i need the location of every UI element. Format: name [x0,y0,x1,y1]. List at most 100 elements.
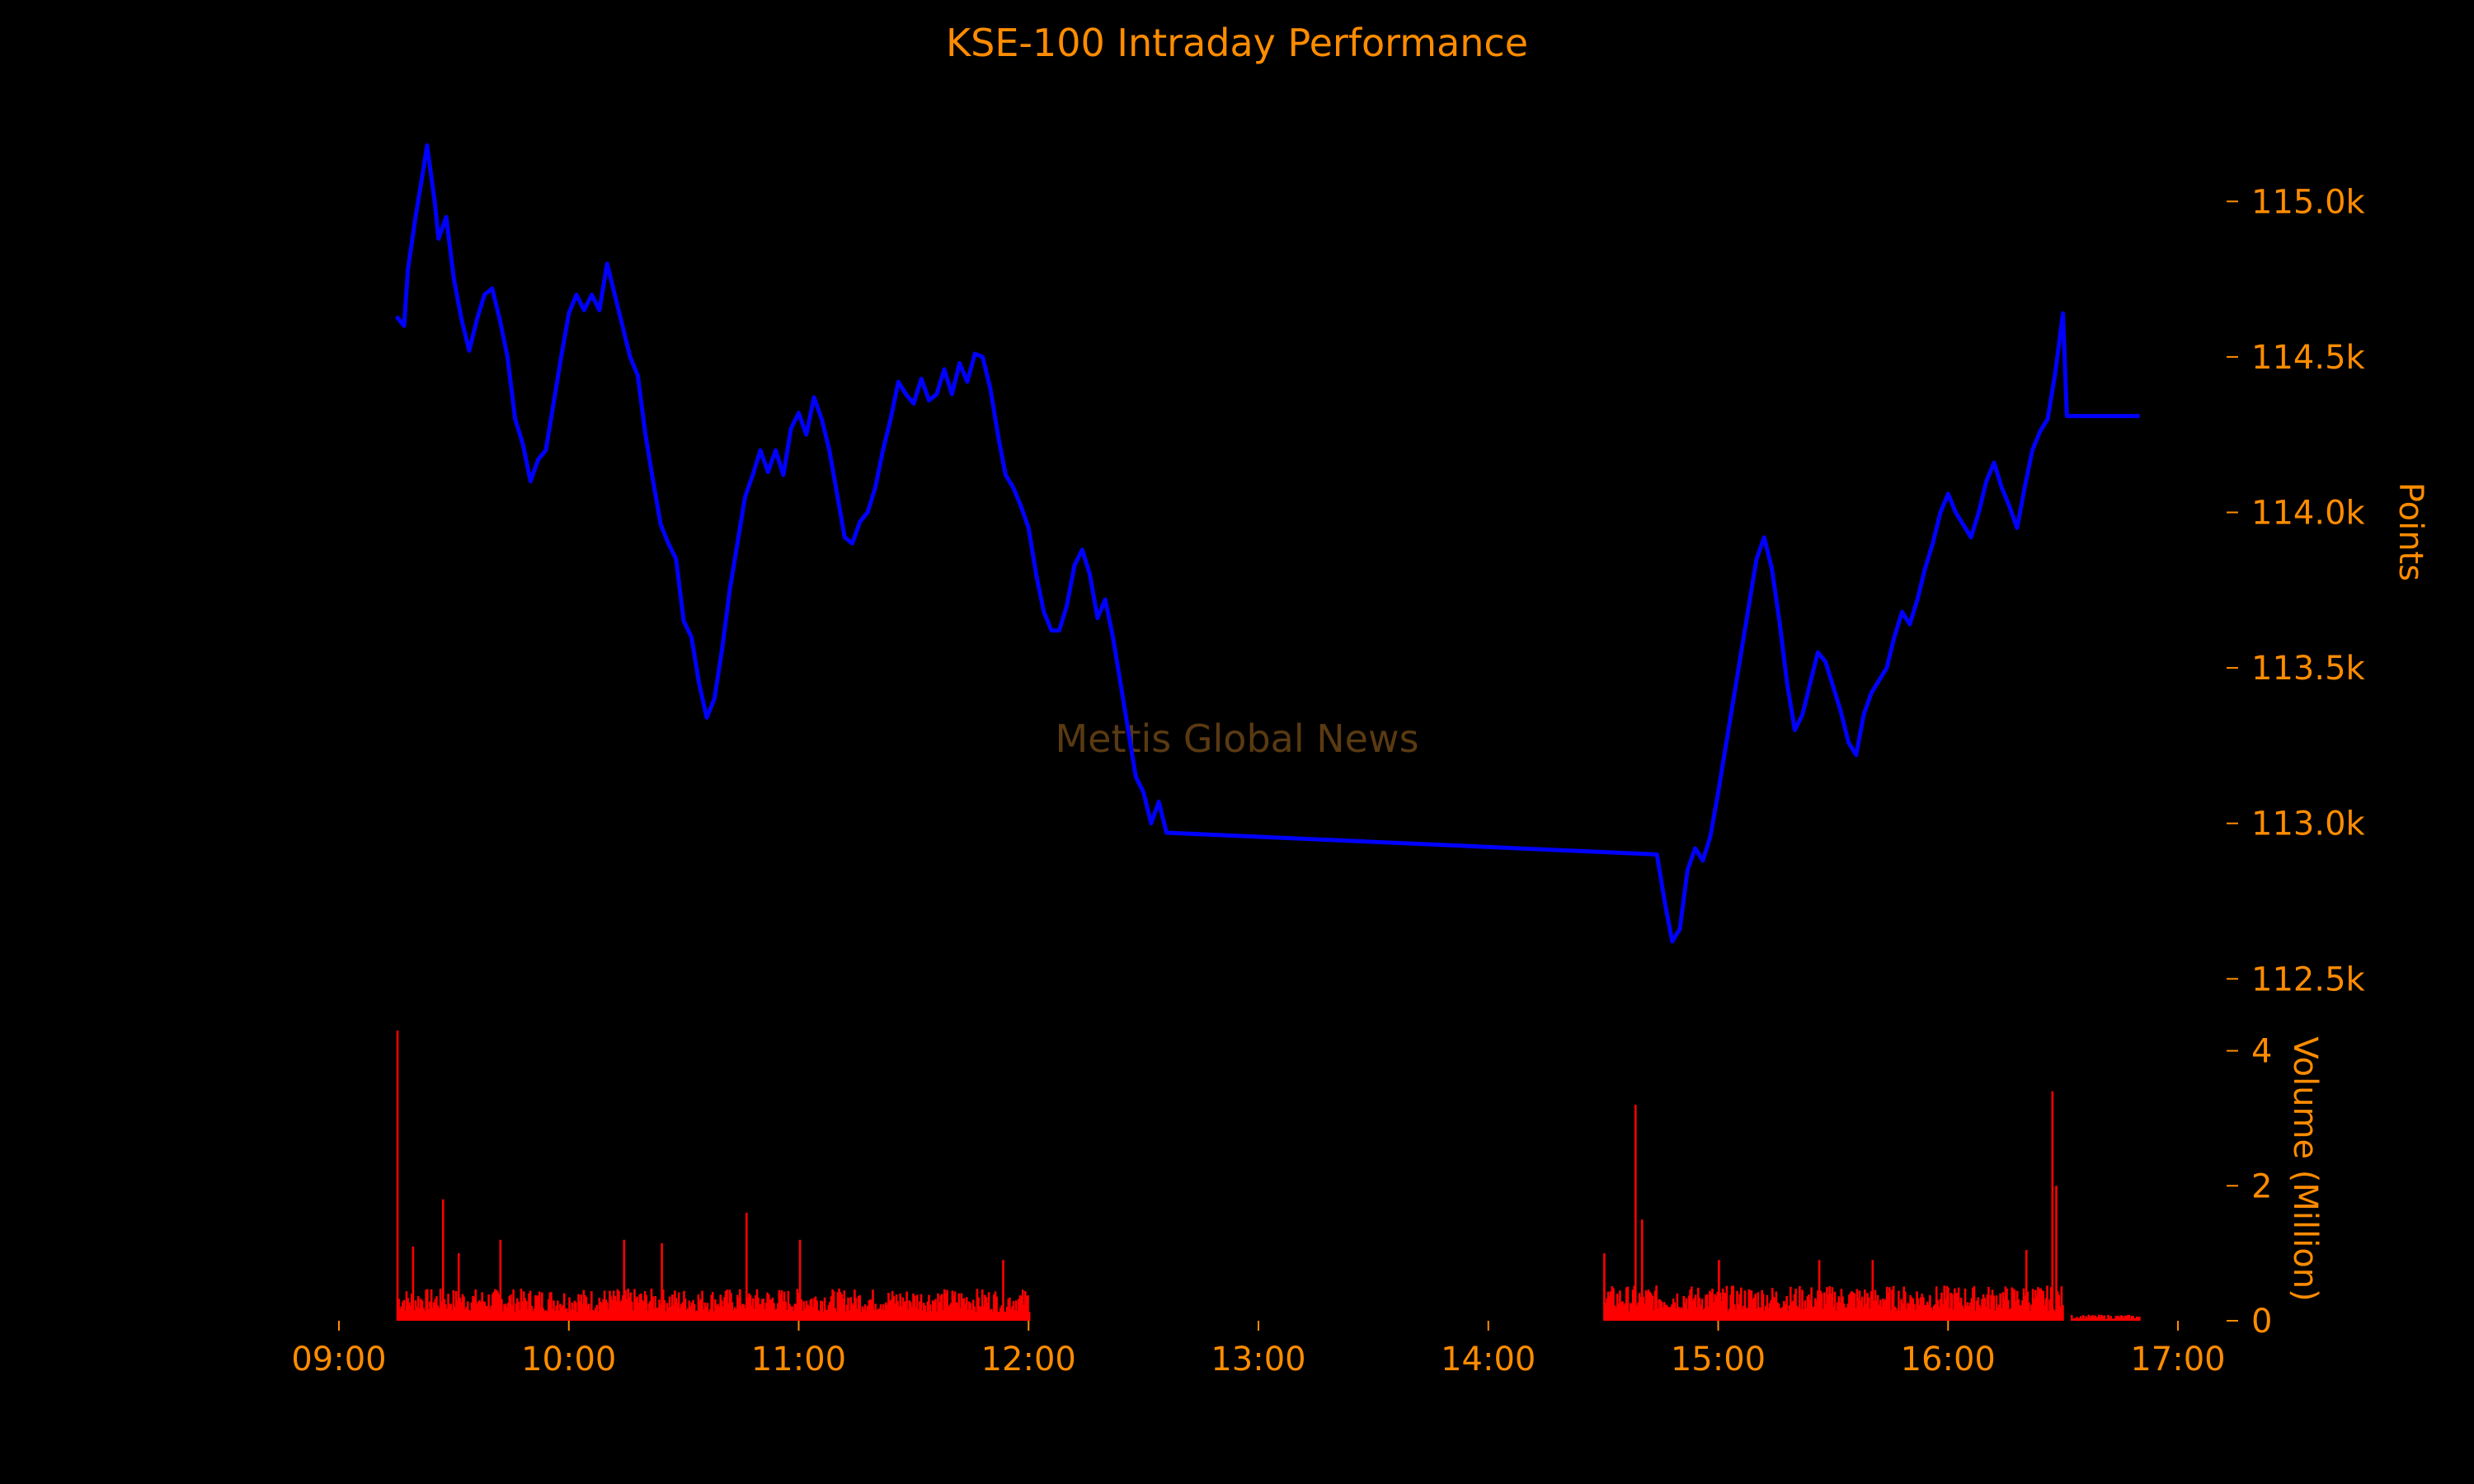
volume-bar [1875,1300,1878,1321]
volume-bar [800,1299,802,1321]
volume-bar [1826,1287,1828,1321]
volume-bar [665,1311,667,1321]
volume-bar [723,1297,726,1321]
volume-bar [1775,1291,1778,1321]
volume-bar [1027,1295,1029,1321]
volume-bar [835,1312,838,1321]
volume-bar [1916,1291,1918,1321]
volume-bar [685,1310,688,1321]
volume-bar [840,1294,843,1321]
x-tick-label: 10:00 [521,1341,616,1378]
volume-bar [1810,1287,1813,1321]
volume-bar [1642,1296,1645,1321]
volume-bar [774,1310,777,1321]
volume-bar [1988,1308,1992,1321]
volume-bar [539,1306,542,1321]
volume-bar [1848,1294,1851,1321]
volume-bar [816,1300,818,1321]
volume-bar [823,1297,826,1321]
volume-bar [872,1289,874,1321]
volume-bar [641,1300,644,1321]
volume-bar [1827,1294,1830,1321]
volume-bar [2003,1298,2006,1321]
volume-bar [1860,1296,1864,1321]
volume-bar [1984,1306,1987,1321]
volume-bar [1904,1291,1907,1321]
volume-bar [2051,1091,2054,1321]
volume-bar [628,1297,631,1321]
volume-bar [431,1308,434,1321]
volume-bar [2090,1316,2093,1321]
volume-bar [2076,1317,2078,1321]
volume-bar [1986,1294,1989,1321]
volume-bar [769,1299,771,1321]
volume-bar [1849,1293,1852,1321]
volume-bar [1646,1291,1649,1321]
volume-bar [1959,1302,1961,1321]
volume-bar [1814,1298,1817,1321]
volume-bar [1889,1310,1893,1321]
volume-bar [807,1306,811,1321]
volume-bar [1696,1287,1700,1321]
volume-bar [407,1298,409,1321]
volume-bar [787,1290,790,1321]
volume-bar [741,1303,744,1321]
volume-bar [2124,1315,2127,1321]
price-line [394,143,2140,944]
volume-bar [1961,1305,1964,1321]
volume-bar [622,1295,624,1321]
volume-bar [899,1294,901,1321]
volume-bar [892,1296,896,1321]
volume-bar [1700,1298,1704,1321]
volume-bar [895,1294,898,1321]
volume-bar [1824,1303,1827,1321]
volume-bar [964,1303,967,1321]
volume-bar [542,1308,545,1321]
volume-bar [1895,1308,1898,1321]
volume-bar [1975,1300,1978,1321]
volume-bar [1835,1310,1837,1321]
volume-bar [396,1031,399,1321]
volume-tick-label: 0 [2251,1303,2272,1341]
volume-bar [1794,1289,1797,1321]
volume-bar [1992,1295,1995,1321]
volume-bar [1724,1293,1727,1321]
volume-bar [631,1301,633,1321]
volume-bar [659,1304,662,1321]
volume-bar [1898,1310,1902,1321]
volume-bar [1822,1308,1825,1321]
volume-bar [676,1303,679,1321]
volume-bar [508,1295,511,1321]
volume-bar [672,1304,675,1321]
volume-bar [2072,1318,2075,1321]
volume-bar [1788,1305,1790,1321]
volume-bar [1730,1285,1733,1321]
volume-bar [2116,1316,2119,1321]
volume-bar [439,1289,442,1321]
volume-bar [1920,1297,1922,1321]
volume-bar [1624,1303,1626,1321]
volume-bar [822,1312,825,1321]
volume-bar [1667,1307,1670,1321]
volume-bar [737,1298,741,1321]
volume-bar [1015,1300,1018,1321]
volume-bar [492,1294,494,1321]
volume-bar [1997,1308,1999,1321]
volume-bar [1672,1298,1675,1321]
volume-bar [1691,1300,1695,1321]
volume-bar [1817,1290,1819,1321]
volume-bar [1007,1298,1010,1321]
volume-bar [582,1289,586,1321]
volume-bar [996,1312,999,1321]
volume-bar [2085,1316,2087,1321]
volume-bar [1884,1298,1887,1321]
volume-bar [2119,1317,2121,1321]
volume-bar [1841,1296,1844,1321]
volume-bar [512,1289,515,1321]
volume-bar [967,1309,970,1321]
volume-bar [2034,1289,2037,1321]
volume-bar [2060,1286,2063,1321]
volume-bar [452,1289,455,1321]
volume-bar [1656,1308,1659,1321]
volume-bar [2073,1317,2076,1321]
